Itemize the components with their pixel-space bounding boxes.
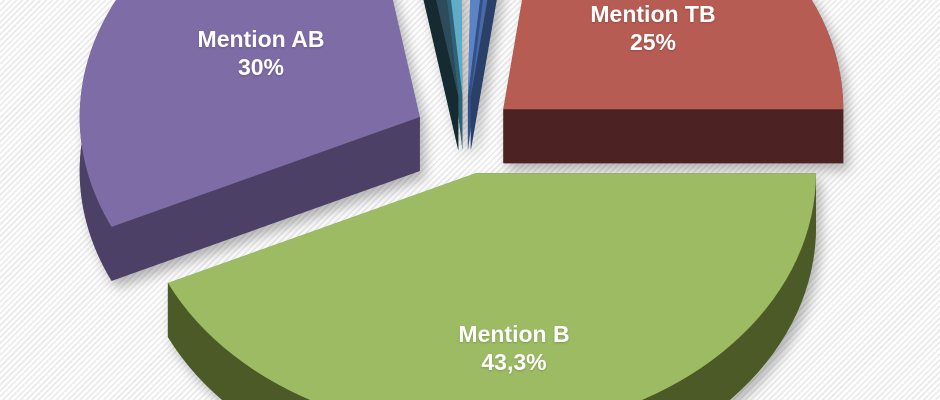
pie-slice-top [470, 0, 488, 97]
pie-slice-top [436, 0, 459, 97]
pie-slice-top [451, 0, 463, 96]
pie-slice-side [423, 0, 459, 151]
pie-slice-side [470, 0, 497, 151]
pie-slice-side [111, 117, 420, 281]
pie-slice-side [503, 109, 844, 164]
pie-slice-top-mention-ab [79, 0, 420, 227]
pie-slice-top [467, 0, 481, 97]
pie-slice-top-mention-b [167, 173, 816, 400]
pie-slice-side [167, 173, 816, 400]
pie-slice-top-mention-tb [503, 0, 844, 110]
